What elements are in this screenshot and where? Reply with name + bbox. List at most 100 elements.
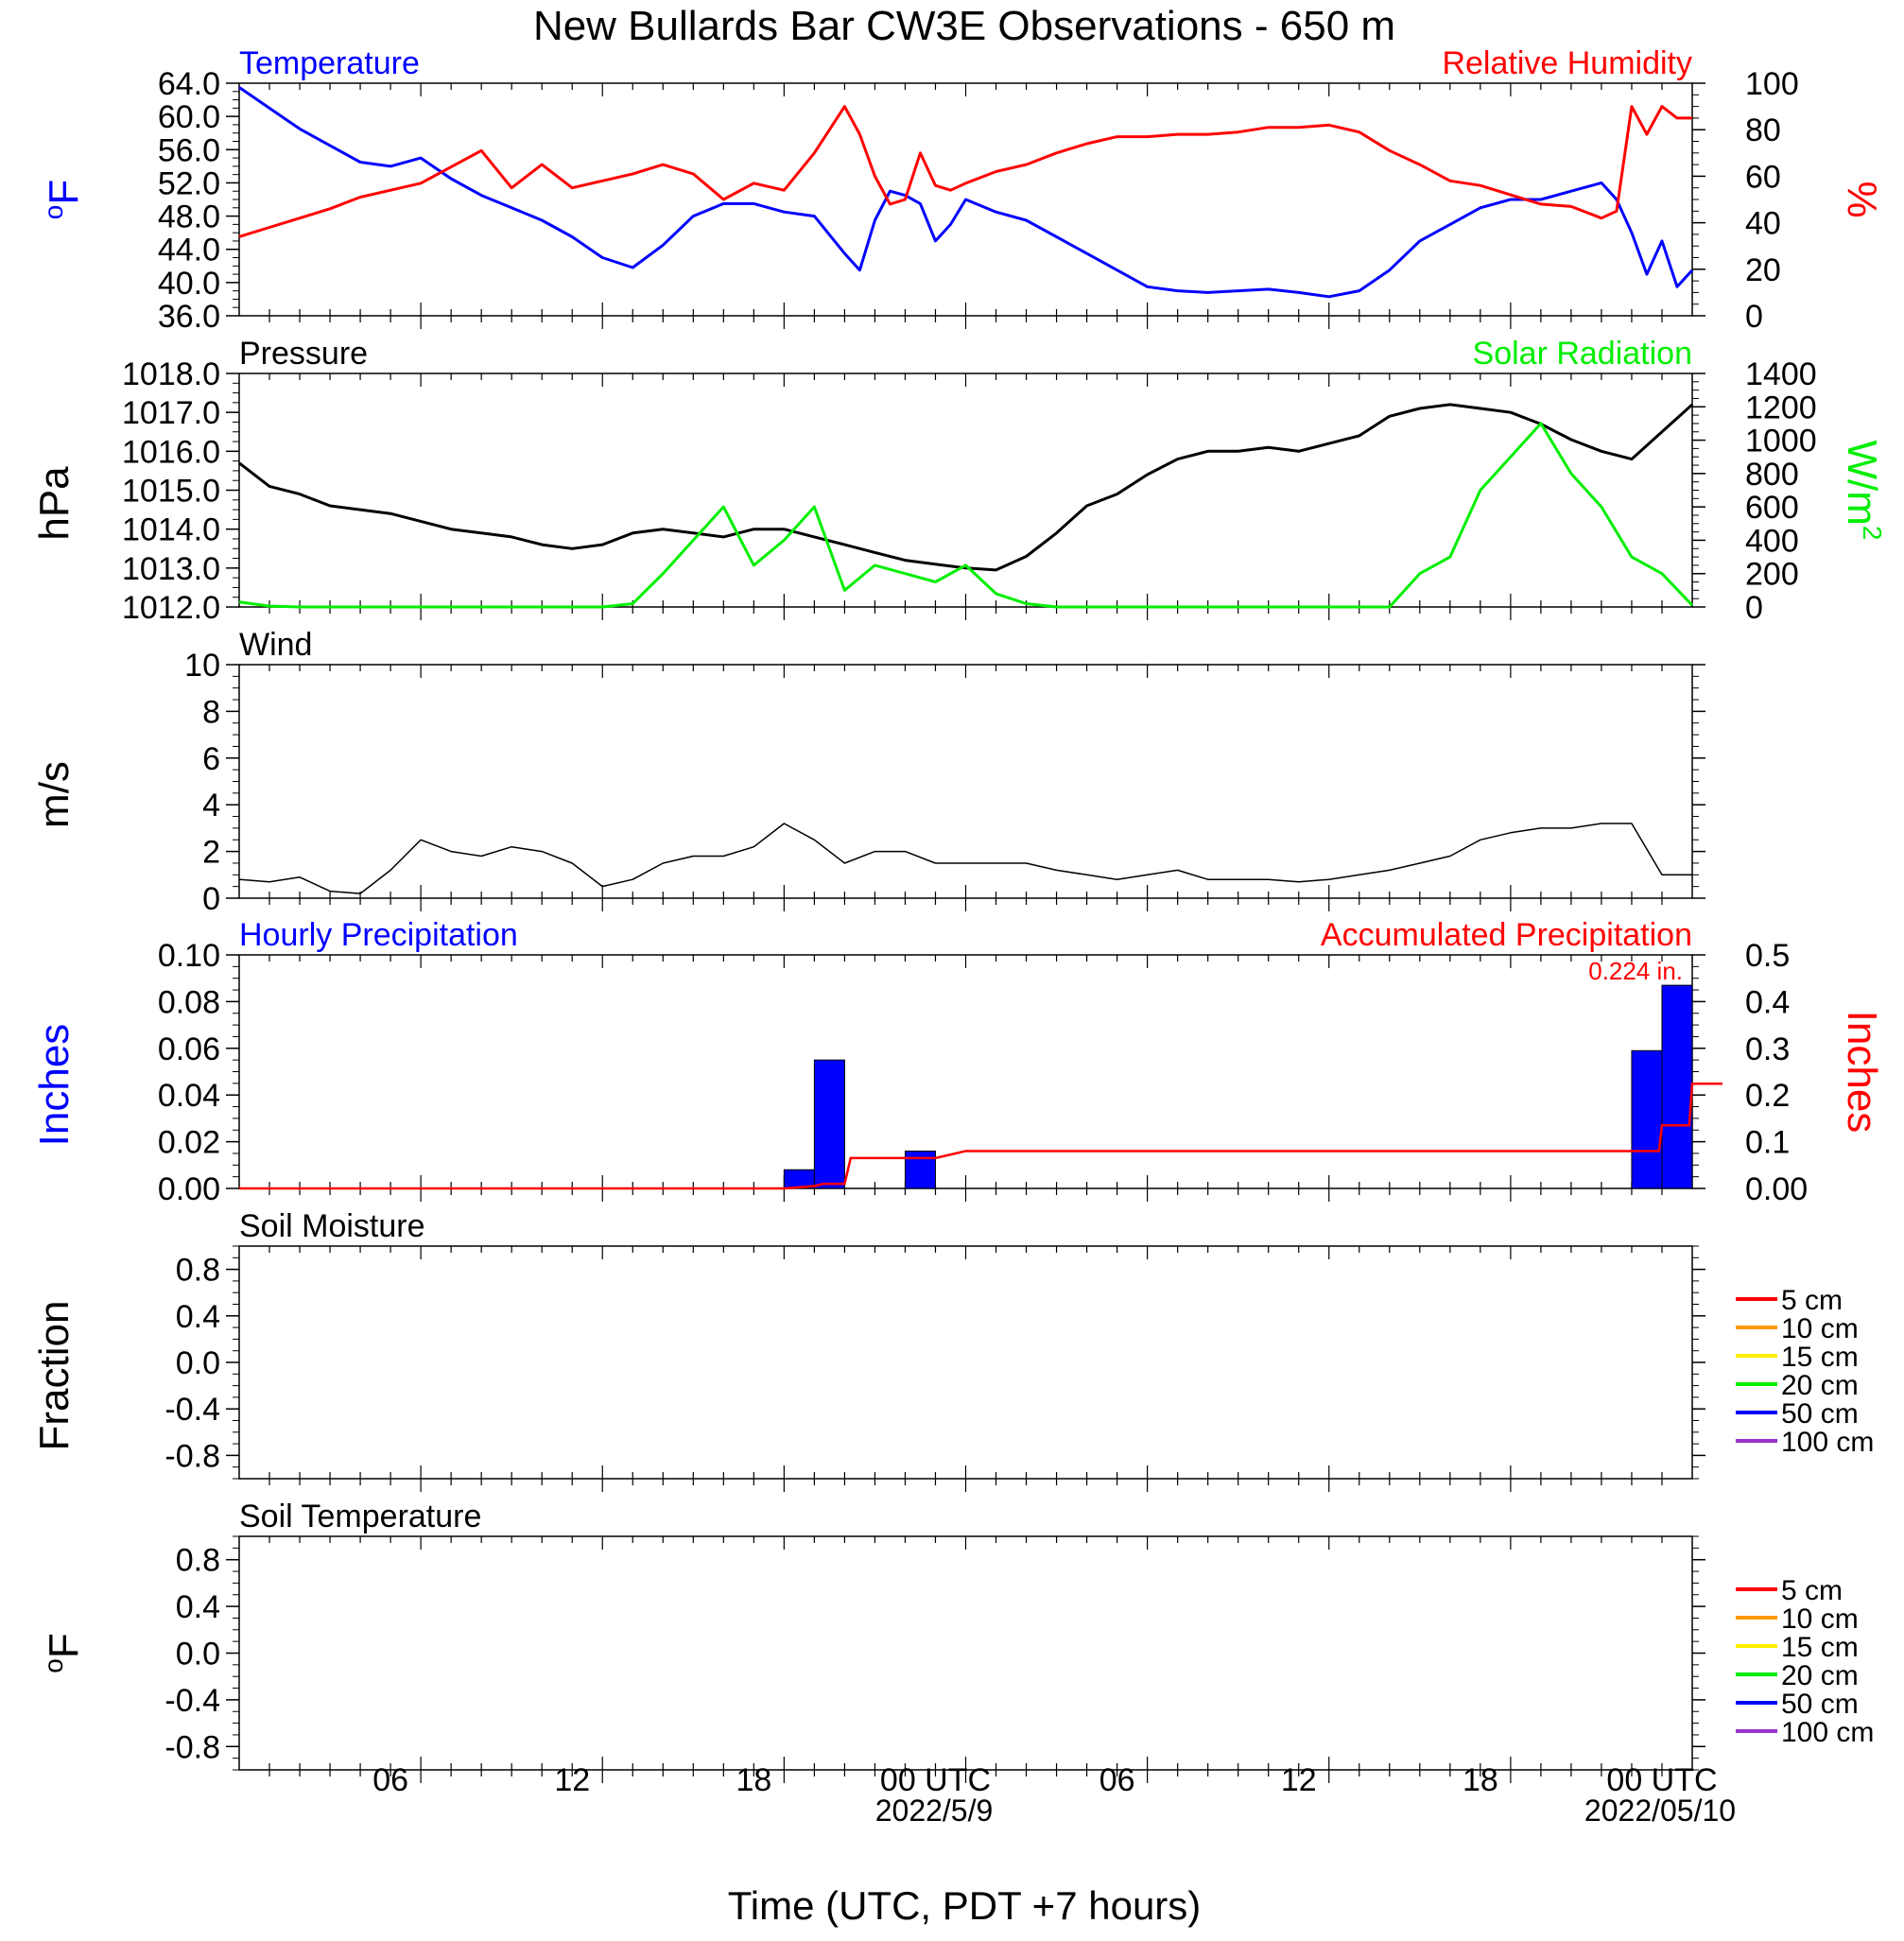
legend-label: 5 cm	[1781, 1575, 1843, 1606]
panel-title-right: Solar Radiation	[1473, 336, 1692, 372]
legend-label: 50 cm	[1781, 1398, 1859, 1430]
y-tick-label-left: 0.10	[158, 938, 220, 974]
date-label-may9: 2022/5/9	[875, 1794, 994, 1828]
panel-title-left: Wind	[239, 627, 312, 663]
y-tick-label-left: 0.04	[158, 1078, 220, 1114]
y-tick-label-right: 400	[1745, 523, 1799, 559]
y-tick-label-left: -0.4	[164, 1392, 220, 1428]
x-tick-label: 06	[372, 1762, 408, 1798]
date-label-may10: 2022/05/10	[1584, 1794, 1736, 1828]
y-tick-label-left: 0.4	[176, 1589, 220, 1625]
x-tick-label: 00 UTC	[880, 1762, 991, 1798]
panel-title-right: Accumulated Precipitation	[1321, 917, 1692, 953]
y-tick-label-right: 0.5	[1745, 938, 1790, 974]
x-tick-label: 18	[1463, 1762, 1498, 1798]
panels: 64.060.056.052.048.044.040.036.010080604…	[31, 45, 1887, 1798]
legend-label: 10 cm	[1781, 1603, 1859, 1635]
y-tick-label-right: 60	[1745, 159, 1781, 195]
x-axis-label: Time (UTC, PDT +7 hours)	[728, 1883, 1202, 1928]
y-tick-label-left: 56.0	[158, 132, 220, 168]
accumulated-precip-line	[239, 1083, 1723, 1190]
legend-label: 50 cm	[1781, 1689, 1859, 1720]
precip-bar	[1631, 1049, 1663, 1189]
panel-title-left: Hourly Precipitation	[239, 917, 518, 953]
figure-title: New Bullards Bar CW3E Observations - 650…	[533, 3, 1395, 49]
y-tick-label-left: -0.4	[164, 1683, 220, 1719]
y-tick-label-left: 0.0	[176, 1345, 220, 1381]
y-tick-label-right: 200	[1745, 557, 1799, 593]
plot-frame	[238, 1245, 1693, 1480]
y-tick-label-left: 40.0	[158, 266, 220, 302]
y-tick-label-left: 0.06	[158, 1031, 220, 1067]
precip-bar	[813, 1059, 845, 1189]
y-tick-label-left: 0.0	[176, 1637, 220, 1672]
legend-label: 100 cm	[1781, 1717, 1874, 1748]
y-tick-label-left: 2	[202, 835, 220, 871]
panel-soil_moisture: 0.8 0.4 0.0 -0.4 -0.8 Soil Moisture Fraction 5 …	[31, 1208, 1874, 1492]
y-tick-label-right: 0	[1745, 590, 1763, 626]
y-tick-label-left: 0.00	[158, 1171, 220, 1207]
x-tick-label: 00 UTC	[1606, 1762, 1717, 1798]
y-tick-label-left: 1018.0	[122, 356, 220, 392]
y-tick-label-left: 0.08	[158, 984, 220, 1020]
y-axis-label-left: m/s	[31, 761, 78, 828]
y-tick-label-left: 4	[202, 788, 220, 823]
x-tick-label: 12	[1281, 1762, 1317, 1798]
y-tick-label-right: 40	[1745, 206, 1781, 242]
precip-bar	[904, 1150, 936, 1189]
y-tick-label-left: 64.0	[158, 66, 220, 102]
series-line-pressure	[238, 403, 1694, 572]
y-tick-label-right: 0.4	[1745, 984, 1790, 1020]
y-tick-label-right: 100	[1745, 66, 1799, 102]
panel-wind: 10 8 6 4 2 0 Wind m/s	[31, 627, 1705, 917]
y-tick-label-right: 1400	[1745, 356, 1817, 392]
series-line-temperature	[238, 86, 1694, 299]
y-tick-label-left: 6	[202, 741, 220, 777]
panel-title-left: Pressure	[239, 336, 368, 372]
y-tick-label-right: 800	[1745, 457, 1799, 493]
y-tick-label-right: 0.1	[1745, 1125, 1790, 1161]
y-tick-label-left: 48.0	[158, 199, 220, 235]
y-tick-label-left: -0.8	[164, 1438, 220, 1474]
y-tick-label-right: 80	[1745, 113, 1781, 148]
y-tick-label-left: 0.4	[176, 1299, 220, 1335]
legend-label: 10 cm	[1781, 1313, 1859, 1344]
y-tick-label-left: 0.8	[176, 1543, 220, 1579]
plot-frame	[238, 954, 1693, 1189]
legend-label: 15 cm	[1781, 1342, 1859, 1373]
precip-bar	[1661, 984, 1693, 1189]
series-line-solar-radiation	[238, 422, 1694, 609]
y-tick-label-left: 1014.0	[122, 512, 220, 548]
y-axis-label-left: hPa	[31, 466, 78, 541]
y-tick-label-right: 0	[1745, 299, 1763, 335]
y-tick-label-left: 1012.0	[122, 590, 220, 626]
x-tick-label: 12	[554, 1762, 590, 1798]
y-axis-label-left: oF	[39, 1633, 87, 1672]
y-tick-label-right: 0.3	[1745, 1031, 1790, 1067]
legend-label: 15 cm	[1781, 1632, 1859, 1663]
series-line-relative-humidity	[238, 105, 1692, 238]
y-tick-label-right: 1000	[1745, 424, 1817, 459]
precip-total-annotation: 0.224 in.	[1588, 957, 1683, 985]
panel-title-left: Soil Temperature	[239, 1499, 481, 1534]
y-tick-label-left: 0.8	[176, 1253, 220, 1289]
y-tick-label-left: 60.0	[158, 99, 220, 135]
legend-label: 100 cm	[1781, 1427, 1874, 1458]
y-tick-label-left: 0.02	[158, 1125, 220, 1161]
y-axis-label-right: %	[1839, 181, 1885, 217]
x-tick-label: 18	[736, 1762, 771, 1798]
y-tick-label-right: 1200	[1745, 390, 1817, 425]
y-axis-label-left: Fraction	[31, 1301, 78, 1451]
plot-frame	[238, 1535, 1693, 1771]
legend-label: 20 cm	[1781, 1660, 1859, 1691]
y-tick-label-left: 36.0	[158, 299, 220, 335]
panel-title-left: Temperature	[239, 45, 420, 81]
y-tick-label-left: 1015.0	[122, 474, 220, 510]
legend-label: 20 cm	[1781, 1370, 1859, 1401]
y-tick-label-left: 1013.0	[122, 551, 220, 587]
y-tick-label-left: -0.8	[164, 1729, 220, 1765]
y-tick-label-left: 44.0	[158, 233, 220, 269]
y-tick-label-right: 600	[1745, 490, 1799, 526]
